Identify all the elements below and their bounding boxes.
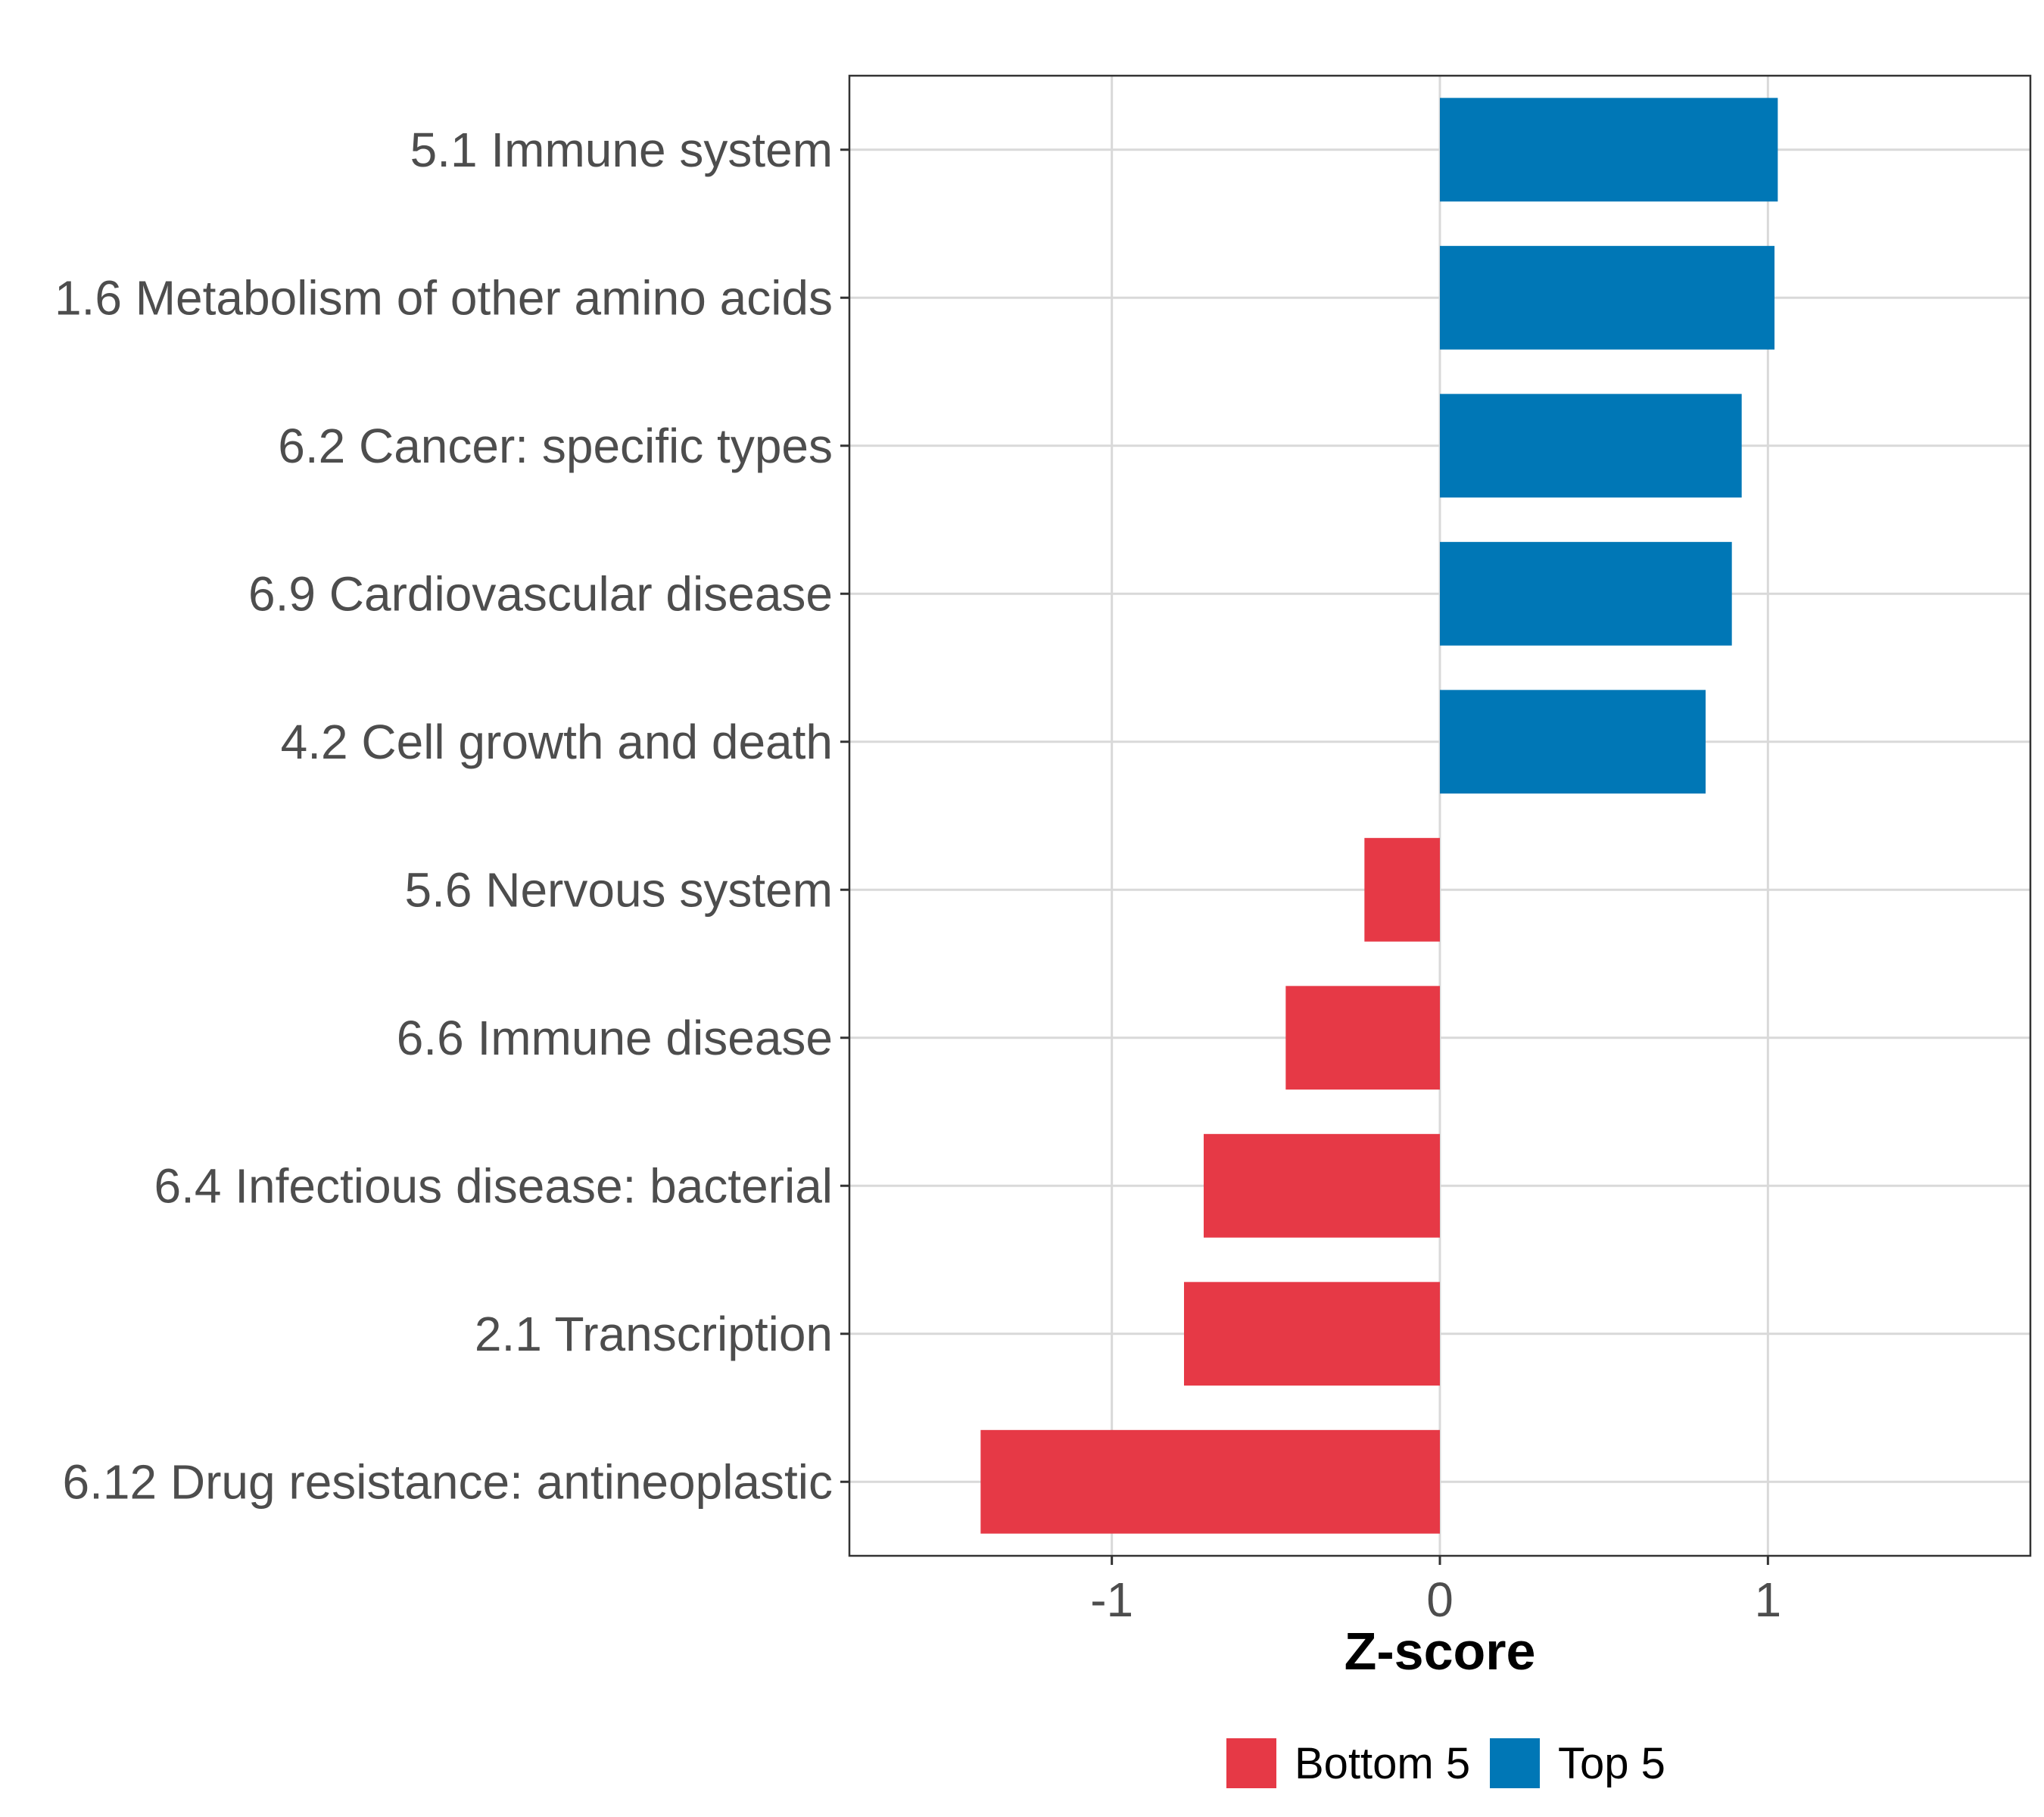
x-tick-label: -1	[1090, 1572, 1133, 1627]
bar	[980, 1429, 1440, 1534]
y-tick-label: 1.6 Metabolism of other amino acids	[55, 270, 833, 325]
bar	[1204, 1133, 1440, 1238]
bar	[1285, 986, 1440, 1090]
bars	[980, 98, 1778, 1534]
y-axis-ticks: 5.1 Immune system 1.6 Metabolism of other…	[55, 123, 849, 1509]
x-axis-ticks: -1 0 1	[1090, 1556, 1781, 1627]
bar	[1440, 394, 1742, 498]
y-tick-label: 4.2 Cell growth and death	[281, 715, 833, 769]
y-tick-label: 6.2 Cancer: specific types	[278, 419, 833, 473]
bar	[1184, 1282, 1440, 1386]
bar	[1440, 245, 1774, 350]
x-tick-label: 0	[1426, 1572, 1454, 1627]
bar	[1440, 541, 1732, 646]
legend-label: Bottom 5	[1295, 1739, 1470, 1788]
bar	[1440, 98, 1778, 202]
y-tick-label: 6.9 Cardiovascular disease	[248, 566, 833, 621]
y-tick-label: 6.6 Immune disease	[397, 1011, 833, 1065]
x-axis-title: Z-score	[1344, 1622, 1536, 1681]
x-tick-label: 1	[1755, 1572, 1782, 1627]
legend: Bottom 5 Top 5	[1226, 1738, 1665, 1788]
y-tick-label: 6.12 Drug resistance: antineoplastic	[63, 1454, 833, 1509]
y-tick-label: 6.4 Infectious disease: bacterial	[154, 1158, 833, 1213]
legend-label: Top 5	[1558, 1739, 1665, 1788]
bar	[1440, 690, 1706, 794]
legend-key	[1490, 1738, 1540, 1788]
y-tick-label: 5.6 Nervous system	[404, 862, 833, 917]
bar	[1364, 837, 1440, 942]
y-tick-label: 2.1 Transcription	[475, 1307, 833, 1361]
y-tick-label: 5.1 Immune system	[410, 123, 833, 177]
legend-key	[1226, 1738, 1276, 1788]
